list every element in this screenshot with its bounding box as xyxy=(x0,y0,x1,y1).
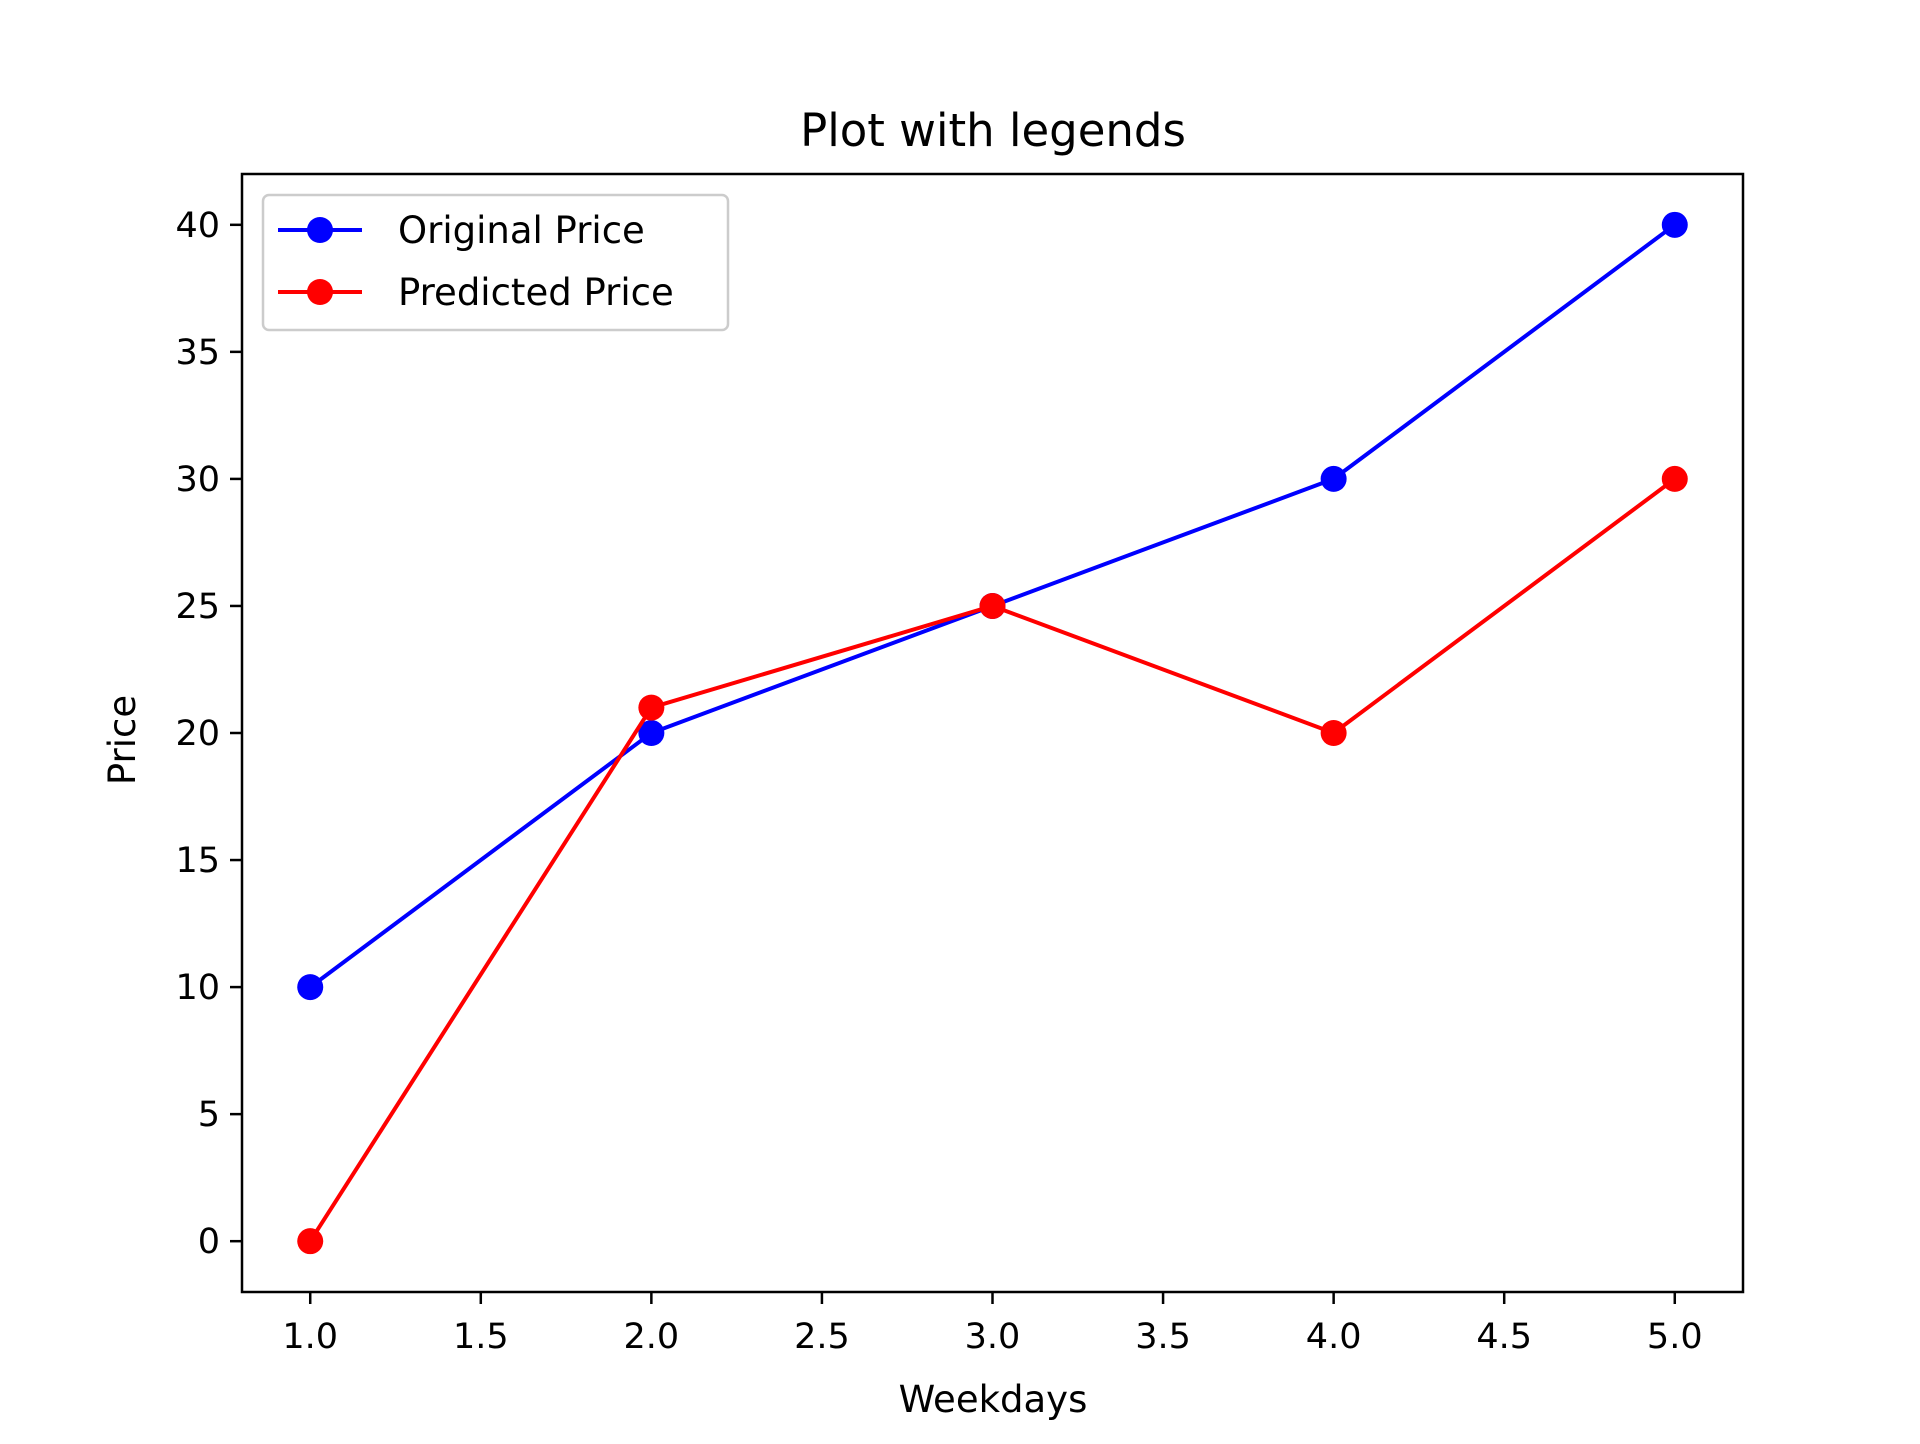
data-point xyxy=(1320,465,1347,492)
x-tick-label: 3.5 xyxy=(1135,1317,1191,1357)
x-tick-label: 3.0 xyxy=(965,1317,1021,1357)
data-point xyxy=(1320,720,1347,746)
data-point xyxy=(979,592,1006,619)
x-tick-label: 4.0 xyxy=(1306,1317,1362,1357)
data-point xyxy=(297,1228,324,1255)
series-2 xyxy=(297,465,1688,1255)
legend-label: Original Price xyxy=(398,209,645,252)
x-tick-label: 1.5 xyxy=(453,1317,509,1357)
x-tick-label: 2.5 xyxy=(794,1317,850,1357)
legend-label: Predicted Price xyxy=(398,271,674,314)
y-tick-label: 5 xyxy=(198,1095,220,1135)
legend-marker xyxy=(307,279,333,305)
data-point xyxy=(638,720,665,746)
x-tick-label: 4.5 xyxy=(1476,1317,1532,1357)
legend-marker xyxy=(307,217,333,243)
legend-frame xyxy=(261,193,730,332)
y-tick-label: 10 xyxy=(175,968,220,1008)
y-axis-ticks: 0 5 10 15 20 25 30 35 40 xyxy=(175,206,242,1262)
y-tick-label: 20 xyxy=(175,714,220,754)
x-axis-label: Weekdays xyxy=(899,1378,1088,1421)
data-point xyxy=(638,694,665,721)
series-layer xyxy=(297,211,1688,1255)
x-tick-label: 2.0 xyxy=(624,1317,680,1357)
y-tick-label: 30 xyxy=(175,460,220,500)
chart-title: Plot with legends xyxy=(800,104,1186,157)
data-point xyxy=(1661,465,1688,492)
y-tick-label: 25 xyxy=(175,587,220,627)
data-point xyxy=(297,974,324,1001)
x-tick-label: 1.0 xyxy=(282,1317,338,1357)
y-tick-label: 35 xyxy=(175,333,220,373)
y-axis-label: Price xyxy=(101,695,144,785)
x-axis-ticks: 1.0 1.5 2.0 2.5 3.0 3.5 4.0 4.5 5.0 xyxy=(282,1292,1703,1357)
data-point xyxy=(1661,211,1688,238)
plot-area-frame xyxy=(240,172,1745,1294)
x-tick-label: 5.0 xyxy=(1647,1317,1703,1357)
y-tick-label: 0 xyxy=(198,1222,220,1262)
y-tick-label: 40 xyxy=(175,206,220,246)
legend: Original Price Predicted Price xyxy=(261,193,730,332)
y-tick-label: 15 xyxy=(175,841,220,881)
